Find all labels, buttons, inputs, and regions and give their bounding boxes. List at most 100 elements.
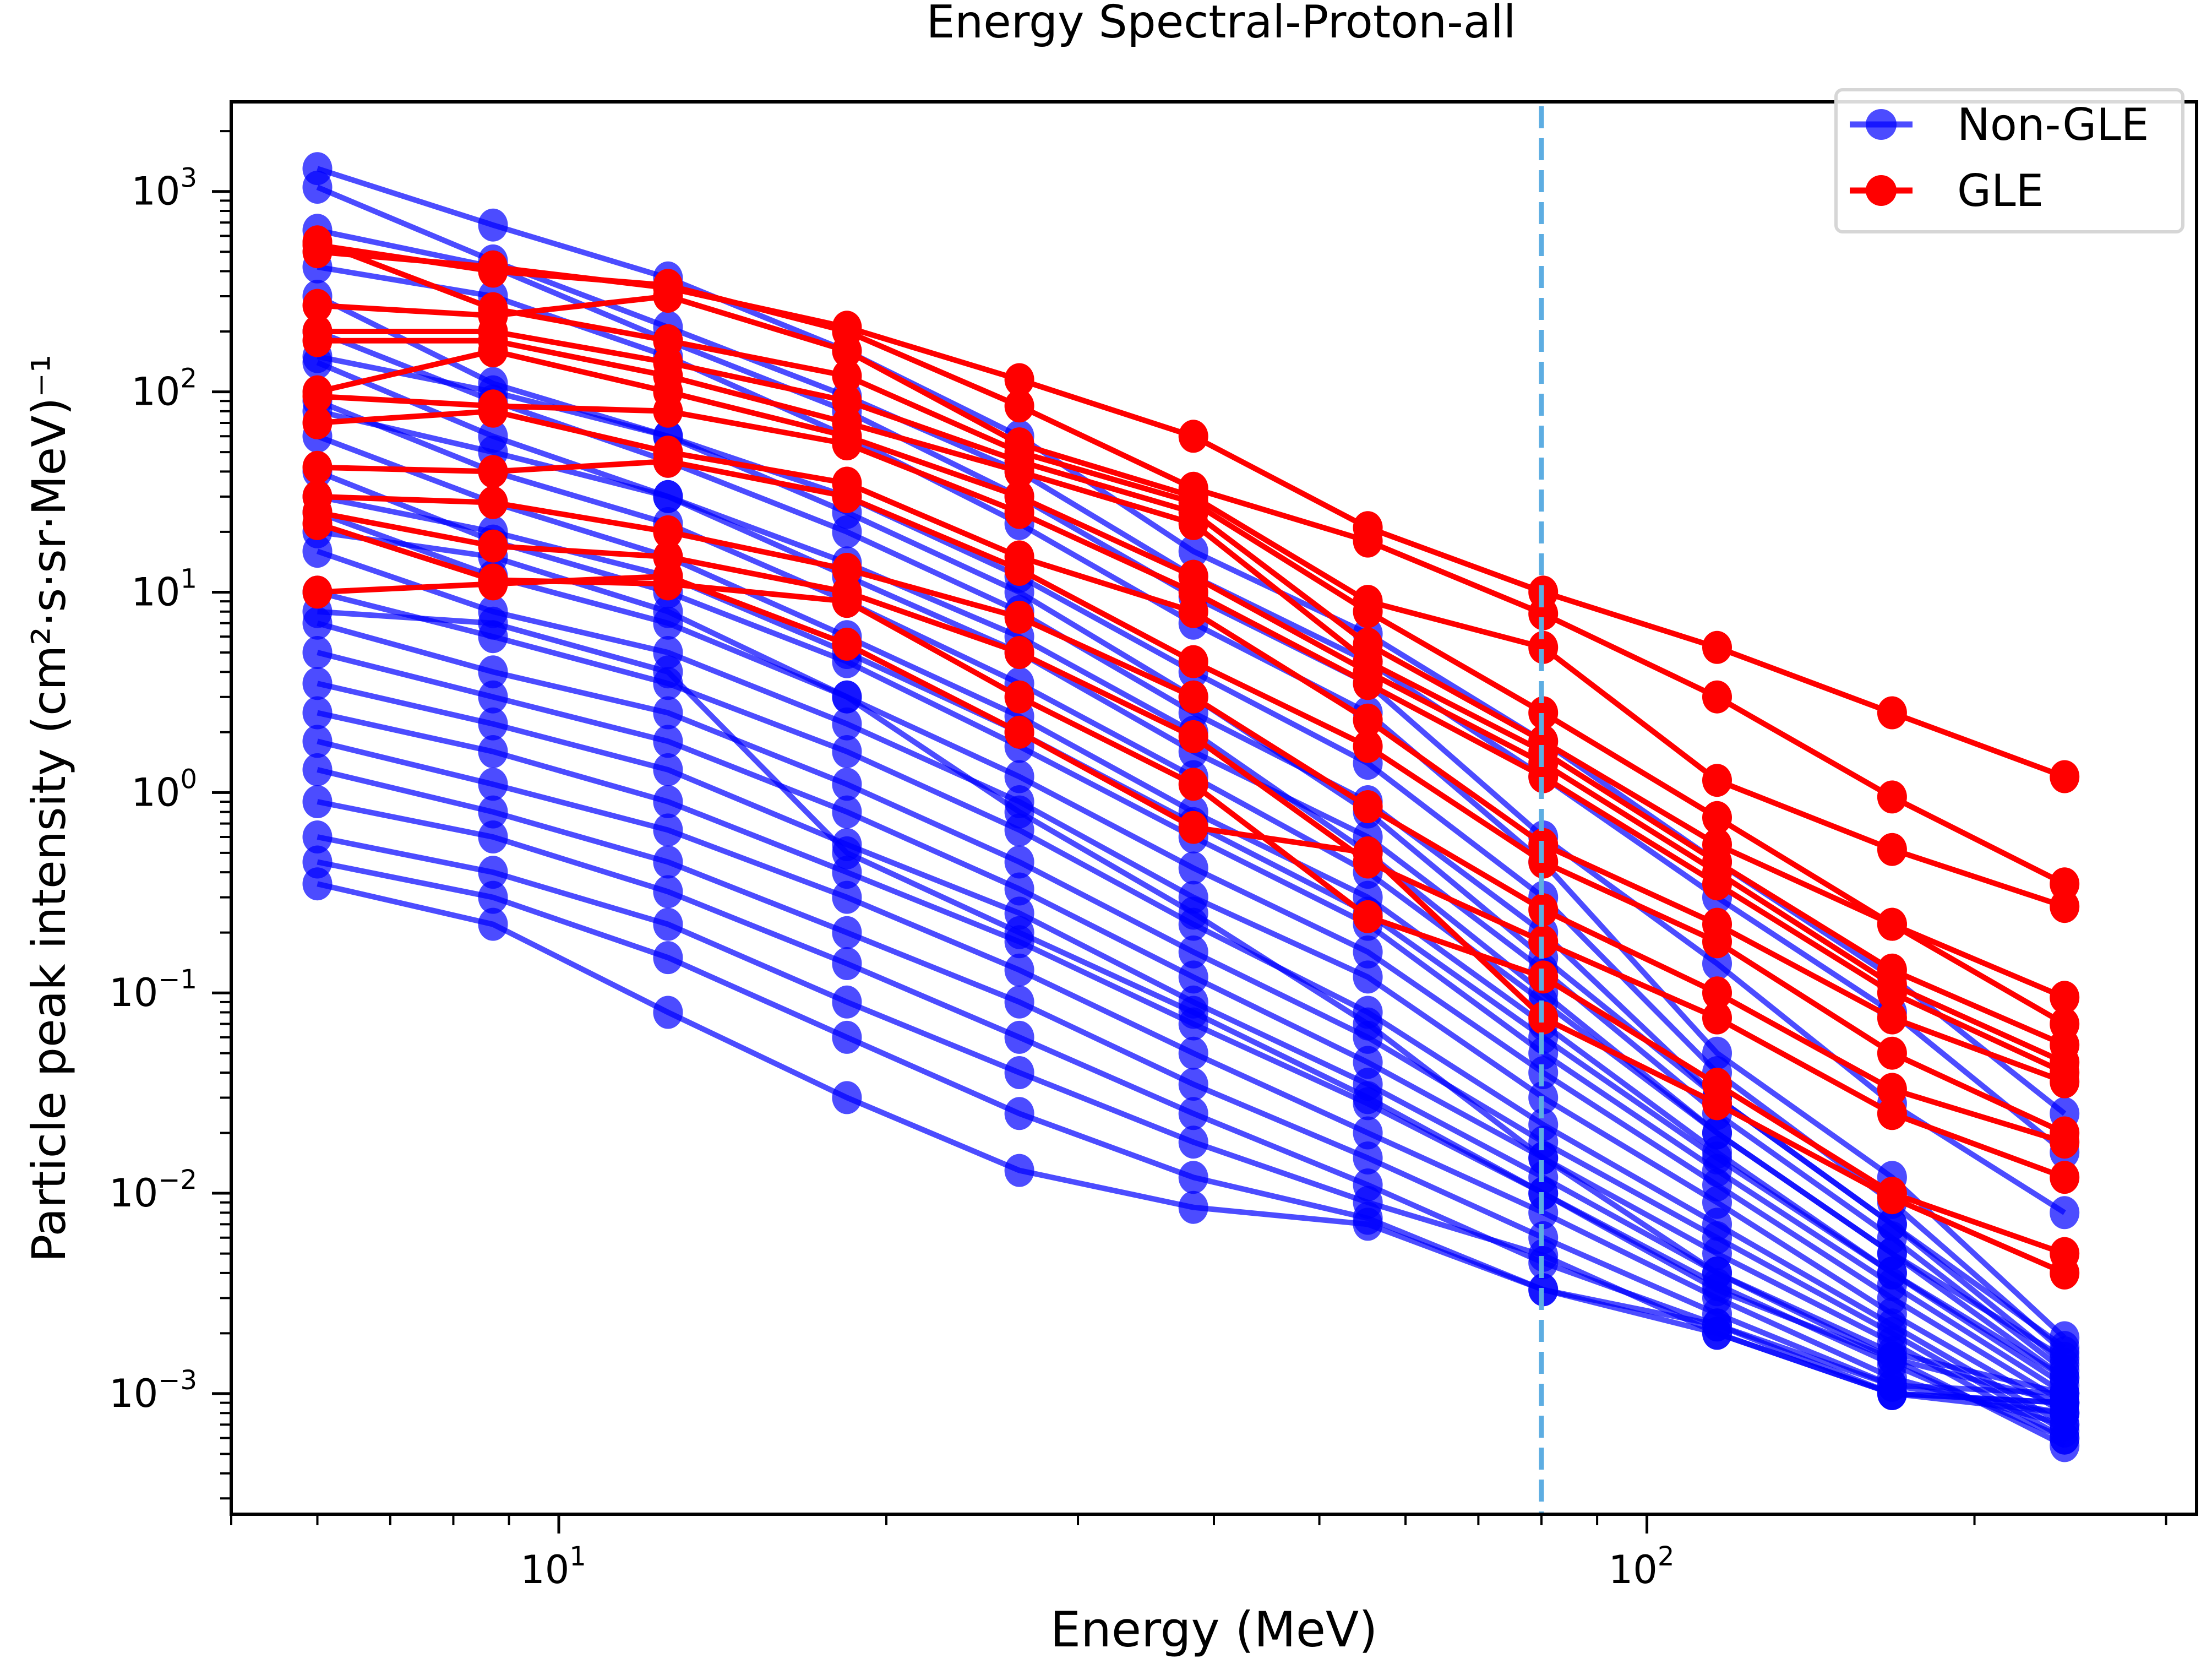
non-gle-point xyxy=(1702,1317,1732,1350)
gle-point xyxy=(2050,1161,2080,1194)
gle-point xyxy=(478,334,508,368)
gle-point xyxy=(302,406,333,439)
non-gle-point xyxy=(1178,1125,1208,1159)
gle-point xyxy=(2050,981,2080,1014)
x-axis: 101 102 xyxy=(230,1514,2167,1592)
non-gle-point xyxy=(478,735,508,768)
non-gle-point xyxy=(302,725,333,758)
gle-point xyxy=(478,567,508,601)
non-gle-point xyxy=(1004,1097,1034,1130)
gle-point xyxy=(1353,595,1383,628)
gle-point xyxy=(478,394,508,428)
gle-point xyxy=(1702,867,1732,901)
gle-point xyxy=(1004,455,1034,488)
non-gle-point xyxy=(1004,845,1034,879)
gle-series xyxy=(302,225,2080,1290)
legend: Non-GLE GLE xyxy=(1834,88,2184,233)
y-tick-label: 103 xyxy=(131,163,197,214)
gle-point xyxy=(478,529,508,563)
non-gle-point xyxy=(653,725,683,758)
gle-point xyxy=(1004,600,1034,634)
non-gle-point xyxy=(1004,760,1034,793)
gle-point xyxy=(1178,420,1208,453)
non-gle-point xyxy=(1004,1056,1034,1089)
legend-marker-gle xyxy=(1866,175,1897,206)
gle-point xyxy=(1178,507,1208,540)
legend-marker-non-gle xyxy=(1866,109,1897,140)
non-gle-point xyxy=(1178,1161,1208,1194)
non-gle-point xyxy=(653,941,683,975)
gle-point xyxy=(1004,389,1034,423)
non-gle-point xyxy=(832,947,862,980)
non-gle-point xyxy=(1353,1116,1383,1150)
gle-point xyxy=(1353,790,1383,823)
gle-point xyxy=(302,507,333,540)
gle-point xyxy=(653,444,683,478)
non-gle-point xyxy=(478,208,508,242)
non-gle-point xyxy=(478,680,508,714)
non-gle-point xyxy=(832,768,862,801)
gle-point xyxy=(2050,1125,2080,1159)
gle-point xyxy=(1702,764,1732,797)
non-gle-point xyxy=(653,996,683,1029)
non-gle-point xyxy=(1702,1256,1732,1290)
gle-point xyxy=(1877,1181,1907,1215)
non-gle-point xyxy=(1877,1208,1907,1241)
y-axis: 10−3 10−2 10−1 100 101 102 103 xyxy=(109,130,231,1500)
y-tick-label: 101 xyxy=(131,563,197,615)
non-gle-point xyxy=(1178,896,1208,930)
non-gle-point xyxy=(1004,985,1034,1019)
non-gle-point xyxy=(2050,1331,2080,1364)
y-tick-label: 102 xyxy=(131,363,197,415)
gle-point xyxy=(1004,496,1034,529)
gle-point xyxy=(2050,867,2080,901)
gle-point xyxy=(1004,636,1034,669)
non-gle-point xyxy=(1702,1141,1732,1174)
y-tick-label: 100 xyxy=(131,764,197,815)
gle-point xyxy=(653,394,683,428)
gle-point xyxy=(2050,760,2080,793)
non-gle-point xyxy=(653,785,683,818)
non-gle-point xyxy=(1178,1097,1208,1130)
non-gle-point xyxy=(1004,872,1034,906)
non-gle-point xyxy=(1877,1336,1907,1369)
gle-point xyxy=(1877,833,1907,866)
gle-point xyxy=(2050,1065,2080,1099)
gle-point xyxy=(2050,1256,2080,1290)
non-gle-point xyxy=(1877,1256,1907,1290)
gle-point xyxy=(1702,1087,1732,1121)
non-gle-point xyxy=(653,595,683,628)
gle-point xyxy=(1004,553,1034,586)
non-gle-point xyxy=(653,907,683,941)
non-gle-point xyxy=(302,820,333,853)
non-gle-point xyxy=(832,1020,862,1054)
gle-point xyxy=(1528,597,1559,630)
non-gle-point xyxy=(653,480,683,513)
gle-point xyxy=(832,427,862,461)
non-gle-point xyxy=(478,907,508,941)
non-gle-point xyxy=(832,795,862,829)
non-gle-point xyxy=(1178,851,1208,885)
gle-point xyxy=(1353,667,1383,700)
gle-point xyxy=(1178,720,1208,753)
non-gle-point xyxy=(1178,1190,1208,1224)
gle-point xyxy=(832,553,862,586)
legend-entry-non-gle[interactable]: Non-GLE xyxy=(1850,99,2149,150)
gle-point xyxy=(1702,680,1732,714)
gle-point xyxy=(302,225,333,259)
gle-point xyxy=(302,289,333,322)
non-gle-point xyxy=(1528,1238,1559,1272)
non-gle-point xyxy=(1178,960,1208,994)
legend-entry-gle[interactable]: GLE xyxy=(1850,165,2044,216)
non-gle-point xyxy=(1178,996,1208,1029)
non-gle-point xyxy=(1004,795,1034,829)
non-gle-point xyxy=(1877,1377,1907,1410)
non-gle-point xyxy=(2050,1196,2080,1230)
non-gle-point xyxy=(832,880,862,914)
gle-point xyxy=(302,450,333,484)
gle-point xyxy=(1004,363,1034,396)
non-gle-point xyxy=(478,880,508,914)
legend-label-non-gle: Non-GLE xyxy=(1957,99,2149,150)
gle-point xyxy=(1178,768,1208,801)
gle-point xyxy=(478,292,508,325)
